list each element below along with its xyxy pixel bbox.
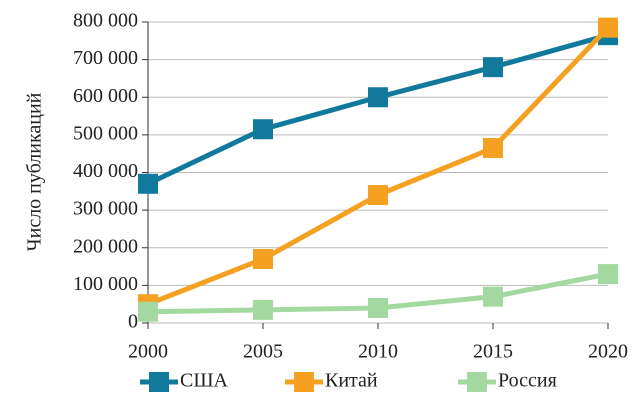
series-line bbox=[146, 32, 609, 187]
y-tick-label: 800 000 bbox=[73, 10, 138, 32]
y-tick-label: 200 000 bbox=[73, 235, 138, 257]
point-marker bbox=[138, 173, 158, 194]
x-tick-label: 2000 bbox=[128, 341, 168, 363]
point-marker bbox=[253, 299, 273, 320]
point-marker bbox=[483, 57, 503, 78]
x-tick-label: 2010 bbox=[358, 341, 398, 363]
y-tick-label: 600 000 bbox=[73, 85, 138, 107]
point-marker bbox=[368, 297, 388, 318]
legend-label: США bbox=[180, 370, 229, 392]
y-tick-label: 300 000 bbox=[73, 198, 138, 220]
point-marker bbox=[138, 301, 158, 322]
x-tick-label: 2005 bbox=[243, 341, 283, 363]
point-marker bbox=[368, 185, 388, 206]
point-marker bbox=[483, 286, 503, 307]
y-tick-label: 0 bbox=[128, 311, 138, 333]
x-tick-label: 2020 bbox=[588, 341, 628, 363]
point-marker bbox=[598, 264, 618, 285]
y-tick-label: 700 000 bbox=[73, 47, 138, 69]
legend-marker bbox=[467, 372, 487, 392]
point-marker bbox=[368, 87, 388, 108]
y-tick-label: 400 000 bbox=[73, 160, 138, 182]
point-marker bbox=[598, 17, 618, 38]
point-marker bbox=[253, 249, 273, 270]
y-tick-label: 100 000 bbox=[73, 273, 138, 295]
legend-label: Россия bbox=[498, 370, 557, 392]
point-marker bbox=[483, 138, 503, 159]
legend-marker bbox=[294, 372, 314, 392]
y-tick-label: 500 000 bbox=[73, 122, 138, 144]
y-axis-label: Число публикаций bbox=[24, 92, 46, 251]
x-tick-label: 2015 bbox=[473, 341, 513, 363]
series-line bbox=[147, 25, 610, 307]
point-marker bbox=[253, 119, 273, 140]
legend-label: Китай bbox=[325, 370, 378, 392]
legend-marker bbox=[149, 372, 169, 392]
